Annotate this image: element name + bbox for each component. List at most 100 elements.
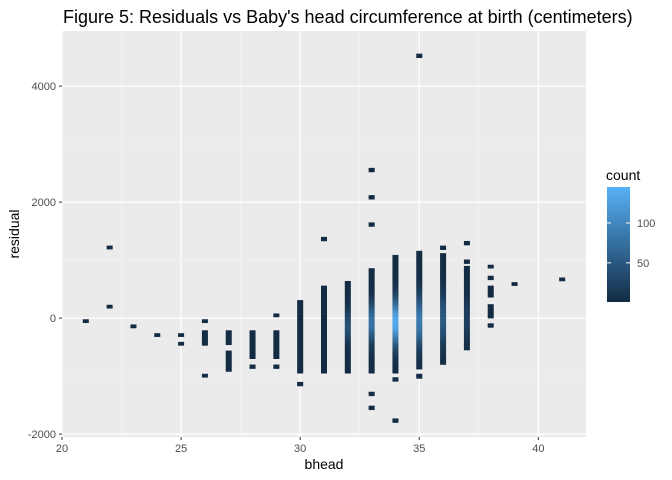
x-tick-label: 35 (413, 443, 425, 455)
heatmap-tile (344, 366, 351, 369)
heatmap-tile (487, 290, 494, 293)
heatmap-tile (344, 334, 351, 337)
heatmap-tile (368, 305, 375, 308)
heatmap-tile (297, 326, 304, 329)
heatmap-tile (416, 278, 423, 281)
heatmap-tile (297, 333, 304, 336)
heatmap-tile (297, 362, 304, 365)
heatmap-tile (416, 252, 423, 255)
legend-ticks: 50 100 (607, 218, 655, 270)
heatmap-tile (416, 299, 423, 302)
heatmap-tile (440, 289, 447, 292)
heatmap-tile (368, 274, 375, 277)
heatmap-tile (178, 333, 185, 336)
heatmap-tile (392, 279, 399, 282)
heatmap-tile (225, 367, 232, 371)
heatmap-tile (106, 304, 113, 307)
heatmap-tile (463, 265, 470, 267)
heatmap-tile (344, 307, 351, 310)
heatmap-tile (463, 275, 470, 278)
heatmap-tile (344, 354, 351, 357)
heatmap-tile (297, 347, 304, 350)
heatmap-tile (440, 301, 447, 304)
heatmap-tile (273, 346, 280, 349)
heatmap-tile (297, 307, 304, 310)
heatmap-tile (321, 307, 327, 310)
heatmap-tile (463, 266, 470, 269)
heatmap-tile (368, 310, 375, 313)
x-tick-label: 40 (532, 443, 544, 455)
heatmap-tile (416, 374, 423, 377)
heatmap-tile (225, 339, 232, 342)
heatmap-tile (416, 341, 423, 344)
heatmap-tile (321, 355, 327, 358)
heatmap-tile (463, 330, 470, 333)
heatmap-tile (392, 308, 399, 311)
heatmap-tile (344, 341, 351, 344)
heatmap-tile (440, 362, 447, 365)
heatmap-tile (321, 364, 327, 367)
heatmap-tile (463, 343, 470, 346)
heatmap-tile (321, 322, 327, 325)
heatmap-tile (416, 351, 423, 354)
heatmap-tile (463, 325, 470, 328)
heatmap-tile (463, 318, 470, 321)
heatmap-tile (368, 296, 375, 299)
heatmap-tile (392, 340, 399, 343)
heatmap-tile (321, 317, 327, 320)
heatmap-tile (368, 275, 375, 278)
heatmap-tile (487, 305, 494, 308)
heatmap-tile (249, 332, 256, 335)
heatmap-tile (321, 359, 327, 362)
heatmap-tile (487, 266, 494, 269)
heatmap-tile (416, 311, 423, 314)
heatmap-tile (344, 321, 351, 324)
heatmap-tile (487, 295, 494, 298)
heatmap-tile (416, 296, 423, 299)
heatmap-tile (416, 362, 423, 365)
heatmap-tile (297, 343, 304, 346)
heatmap-tile (368, 272, 375, 275)
heatmap-tile (392, 258, 399, 261)
heatmap-tile (416, 325, 423, 328)
heatmap-tile (416, 297, 423, 300)
heatmap-tile (368, 350, 375, 353)
heatmap-tile (154, 334, 161, 337)
heatmap-tile (368, 354, 375, 357)
heatmap-tile (416, 290, 423, 293)
legend-colorbar (607, 187, 630, 302)
heatmap-tile (392, 377, 399, 379)
heatmap-tile (249, 344, 256, 347)
heatmap-tile (321, 366, 327, 369)
heatmap-tile (463, 283, 470, 286)
heatmap-tile (344, 312, 351, 315)
heatmap-tile (344, 364, 351, 367)
heatmap-tile (463, 273, 470, 276)
heatmap-tile (392, 362, 399, 365)
heatmap-tile (368, 167, 375, 169)
heatmap-tile (392, 338, 399, 341)
heatmap-tile (297, 310, 304, 313)
heatmap-tile (440, 254, 447, 257)
heatmap-tile (368, 287, 375, 290)
heatmap-tile (249, 353, 256, 356)
heatmap-tile (344, 369, 351, 372)
heatmap-tile (368, 361, 375, 364)
heatmap-tile (416, 304, 423, 307)
heatmap-tile (440, 294, 447, 297)
legend-tick-label: 100 (637, 218, 655, 230)
heatmap-tile (249, 364, 256, 366)
heatmap-tile (487, 285, 494, 288)
y-tick-label: 0 (50, 313, 56, 325)
heatmap-tile (416, 334, 423, 337)
heatmap-tile (440, 260, 447, 263)
heatmap-tile (440, 345, 447, 348)
heatmap-tile (297, 384, 304, 387)
heatmap-tile (416, 257, 423, 260)
heatmap-tile (416, 280, 423, 283)
heatmap-tile (440, 348, 447, 351)
heatmap-tile (321, 345, 327, 348)
heatmap-tile (178, 341, 185, 344)
heatmap-tile (392, 357, 399, 360)
heatmap-tile (392, 347, 399, 350)
